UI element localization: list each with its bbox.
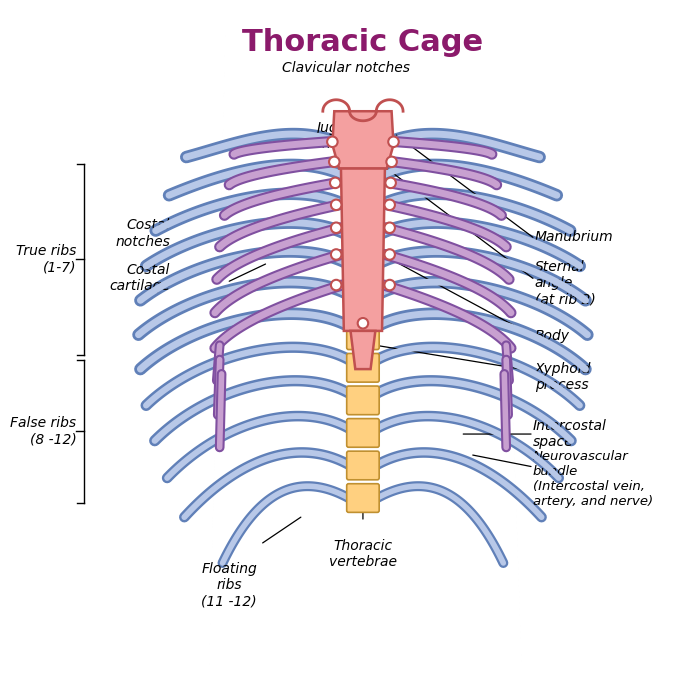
- Circle shape: [386, 178, 396, 188]
- Circle shape: [331, 199, 342, 210]
- FancyBboxPatch shape: [346, 484, 379, 512]
- FancyBboxPatch shape: [346, 321, 379, 349]
- Text: False ribs
(8 -12): False ribs (8 -12): [10, 416, 76, 447]
- FancyBboxPatch shape: [346, 223, 379, 252]
- FancyBboxPatch shape: [346, 288, 379, 317]
- Text: Floating
ribs
(11 -12): Floating ribs (11 -12): [202, 562, 257, 608]
- FancyBboxPatch shape: [346, 190, 379, 219]
- Circle shape: [386, 157, 397, 167]
- Circle shape: [331, 249, 342, 260]
- Circle shape: [331, 280, 342, 290]
- Text: True ribs
(1-7): True ribs (1-7): [16, 244, 76, 274]
- Circle shape: [331, 223, 342, 233]
- FancyBboxPatch shape: [346, 125, 379, 154]
- Circle shape: [327, 136, 337, 147]
- Text: Sternal
angle
(at rib 2): Sternal angle (at rib 2): [535, 260, 596, 307]
- Circle shape: [389, 136, 399, 147]
- Text: Thoracic Cage: Thoracic Cage: [242, 28, 484, 57]
- Circle shape: [384, 249, 395, 260]
- FancyBboxPatch shape: [346, 419, 379, 447]
- FancyBboxPatch shape: [346, 452, 379, 480]
- Text: Jugular
notch: Jugular notch: [316, 121, 365, 151]
- Text: Costal
cartilage: Costal cartilage: [109, 263, 170, 293]
- Text: Manubrium: Manubrium: [535, 230, 613, 244]
- FancyBboxPatch shape: [346, 256, 379, 284]
- Text: Neurovascular
bundle
(Intercostal vein,
artery, and nerve): Neurovascular bundle (Intercostal vein, …: [533, 450, 653, 508]
- Circle shape: [384, 199, 395, 210]
- Circle shape: [384, 223, 395, 233]
- FancyBboxPatch shape: [346, 386, 379, 414]
- FancyBboxPatch shape: [346, 354, 379, 382]
- Circle shape: [330, 178, 340, 188]
- Text: Xyphoid
process: Xyphoid process: [535, 362, 591, 392]
- Text: Clavicular notches: Clavicular notches: [281, 61, 410, 75]
- Polygon shape: [341, 169, 385, 331]
- Circle shape: [358, 318, 368, 328]
- Polygon shape: [332, 111, 393, 169]
- Text: Body: Body: [535, 329, 570, 343]
- FancyBboxPatch shape: [346, 158, 379, 187]
- Text: Intercostal
space: Intercostal space: [533, 419, 607, 449]
- Text: Thoracic
vertebrae: Thoracic vertebrae: [329, 539, 397, 569]
- Polygon shape: [351, 331, 375, 369]
- Circle shape: [384, 280, 395, 290]
- Circle shape: [329, 157, 340, 167]
- Text: Costal
notches: Costal notches: [115, 218, 170, 248]
